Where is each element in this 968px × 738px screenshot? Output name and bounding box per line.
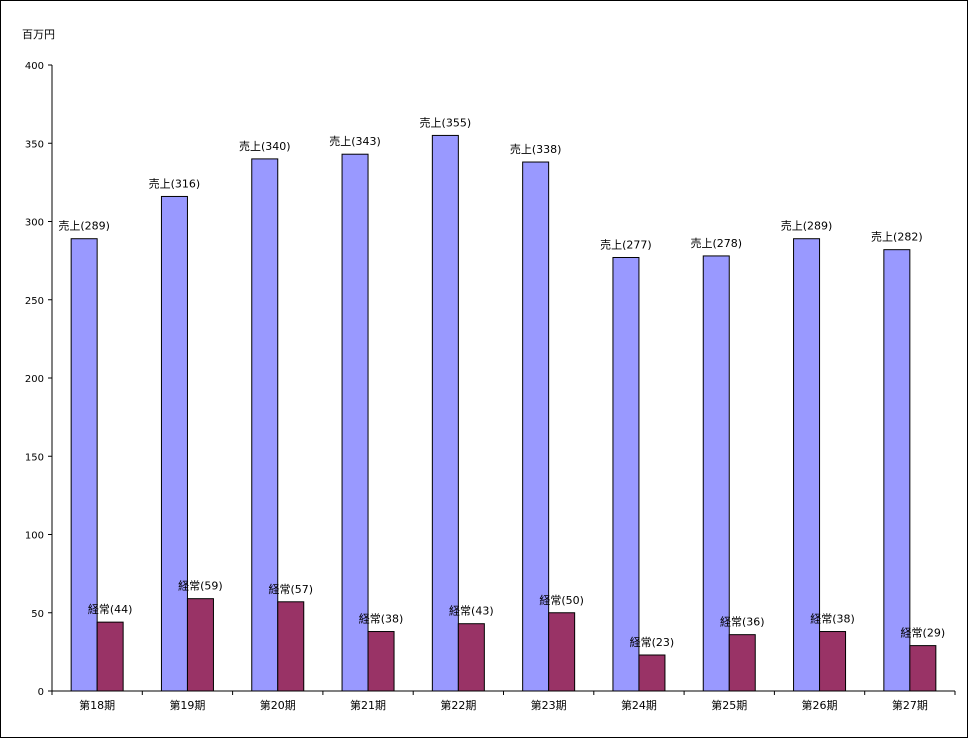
- sales-bar: [612, 256, 640, 692]
- ordinary-profit-data-label: 経常(29): [901, 627, 946, 640]
- ordinary-profit-bar: [909, 645, 937, 692]
- ordinary-profit-bar: [728, 634, 756, 692]
- sales-bar: [251, 158, 279, 692]
- sales-data-label: 売上(277): [600, 238, 652, 251]
- sales-data-label: 売上(316): [149, 177, 201, 190]
- y-tick-label: 0: [38, 687, 44, 698]
- data-labels: 売上(289) 経常(44) 売上(316) 経常(59) 売上(340) 経常(57) 売…: [58, 116, 945, 649]
- sales-bar: [883, 249, 911, 692]
- y-axis-ticks: 0 50 100 150 200 250 300 350 400: [25, 61, 52, 698]
- x-axis-ticks: 第18期 第19期 第20期 第21期 第22期 第23期 第24期 第25期 第26期 第27期: [51, 691, 956, 712]
- ordinary-profit-data-label: 経常(43): [449, 605, 494, 618]
- y-tick-label: 200: [25, 374, 44, 385]
- ordinary-profit-data-label: 経常(50): [539, 594, 584, 607]
- y-tick-label: 250: [25, 296, 44, 307]
- y-tick-label: 300: [25, 218, 44, 229]
- ordinary-profit-bar: [277, 601, 305, 692]
- x-category-label: 第27期: [892, 698, 928, 712]
- sales-data-label: 売上(289): [781, 220, 833, 233]
- ordinary-profit-data-label: 経常(23): [630, 636, 675, 649]
- sales-data-label: 売上(289): [58, 220, 110, 233]
- sales-bar: [341, 153, 369, 692]
- x-category-label: 第23期: [531, 698, 567, 712]
- x-category-label: 第22期: [440, 698, 476, 712]
- x-category-label: 第18期: [79, 698, 115, 712]
- y-tick-label: 400: [25, 61, 44, 72]
- ordinary-profit-data-label: 経常(44): [88, 603, 133, 616]
- ordinary-profit-bar: [457, 623, 485, 692]
- x-category-label: 第19期: [169, 698, 205, 712]
- ordinary-profit-bar: [367, 631, 395, 692]
- ordinary-profit-data-label: 経常(38): [810, 613, 855, 626]
- x-category-label: 第26期: [802, 698, 838, 712]
- sales-data-label: 売上(343): [329, 135, 381, 148]
- ordinary-profit-data-label: 経常(57): [268, 583, 313, 596]
- y-tick-label: 50: [31, 609, 44, 620]
- ordinary-profit-data-label: 経常(36): [720, 616, 765, 629]
- sales-bar: [160, 195, 188, 692]
- sales-bar: [522, 161, 550, 692]
- x-category-label: 第21期: [350, 698, 386, 712]
- y-tick-label: 350: [25, 139, 44, 150]
- sales-data-label: 売上(282): [871, 231, 923, 244]
- bars: [70, 134, 937, 692]
- ordinary-profit-bar: [96, 621, 124, 692]
- y-tick-label: 100: [25, 531, 44, 542]
- sales-bar: [793, 238, 821, 692]
- x-category-label: 第20期: [260, 698, 296, 712]
- ordinary-profit-bar: [548, 612, 576, 692]
- sales-data-label: 売上(278): [690, 237, 742, 250]
- sales-bar: [702, 255, 730, 692]
- sales-data-label: 売上(355): [420, 116, 472, 129]
- sales-bar: [70, 238, 98, 692]
- ordinary-profit-bar: [819, 631, 847, 692]
- x-category-label: 第24期: [621, 698, 657, 712]
- y-tick-label: 150: [25, 452, 44, 463]
- ordinary-profit-data-label: 経常(38): [359, 613, 404, 626]
- y-axis-unit-label: 百万円: [22, 28, 55, 41]
- sales-data-label: 売上(338): [510, 143, 562, 156]
- x-category-label: 第25期: [711, 698, 747, 712]
- ordinary-profit-bar: [186, 598, 214, 692]
- ordinary-profit-bar: [638, 654, 666, 692]
- sales-data-label: 売上(340): [239, 140, 291, 153]
- ordinary-profit-data-label: 経常(59): [178, 580, 223, 593]
